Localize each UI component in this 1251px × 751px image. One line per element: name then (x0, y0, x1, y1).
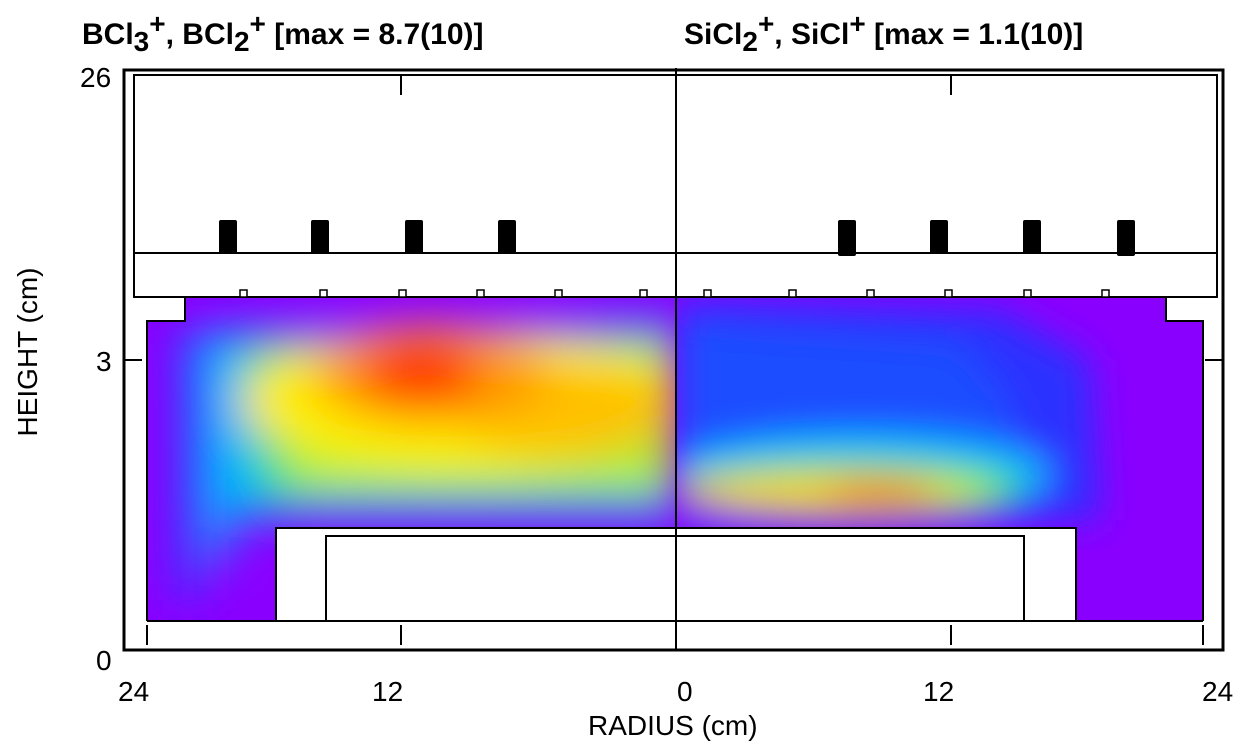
nozzle (1023, 289, 1032, 298)
title-max: [max = 8.7(10)] (265, 18, 484, 51)
coil (1023, 220, 1041, 254)
nozzle (866, 289, 875, 298)
title-species: BCl (182, 18, 234, 51)
coil (930, 220, 948, 254)
title-subscript: 3 (133, 26, 150, 57)
title-separator: , (165, 18, 183, 51)
y-tick-label: 3 (96, 346, 112, 377)
nozzle (944, 289, 953, 298)
coil (219, 220, 237, 254)
title-species: SiCl (684, 18, 743, 51)
title-separator: , (774, 18, 791, 51)
x-tick-label: 24 (1202, 676, 1234, 707)
nozzle (788, 289, 797, 298)
title-max: [max = 1.1(10)] (865, 18, 1084, 51)
nozzle (554, 289, 563, 298)
coil (1117, 220, 1135, 256)
nozzle (319, 289, 328, 298)
nozzle (703, 289, 712, 298)
left-panel-title: BCl3+, BCl2+ [max = 8.7(10)] (82, 8, 484, 58)
title-charge: + (149, 8, 166, 39)
coil (498, 220, 516, 254)
nozzle (1101, 289, 1110, 298)
coil-set (219, 220, 1135, 256)
title-charge: + (249, 8, 266, 39)
nozzle (239, 289, 248, 298)
y-axis-label: HEIGHT (cm) (12, 267, 43, 437)
coil (311, 220, 329, 254)
title-species: BCl (82, 18, 134, 51)
x-tick-label: 12 (923, 676, 955, 707)
x-axis-label: RADIUS (cm) (588, 710, 758, 741)
x-tick-label: 12 (372, 676, 404, 707)
nozzle-set (239, 289, 1110, 298)
y-tick-label: 0 (96, 645, 112, 676)
tick-marks (124, 75, 1223, 645)
x-tick-label: 0 (677, 676, 693, 707)
nozzle (476, 289, 485, 298)
nozzle (398, 289, 407, 298)
coil (838, 220, 856, 256)
title-subscript: 2 (233, 26, 250, 57)
y-tick-label: 26 (80, 62, 112, 93)
pedestal-outline (275, 527, 1077, 650)
title-species: SiCl (790, 18, 850, 51)
title-charge: + (849, 8, 866, 39)
title-charge: + (757, 8, 775, 39)
x-tick-label: 24 (118, 676, 150, 707)
right-panel-title: SiCl2+, SiCl+ [max = 1.1(10)] (684, 8, 1083, 58)
coil (405, 220, 423, 254)
nozzle (639, 289, 648, 298)
title-subscript: 2 (742, 26, 758, 57)
